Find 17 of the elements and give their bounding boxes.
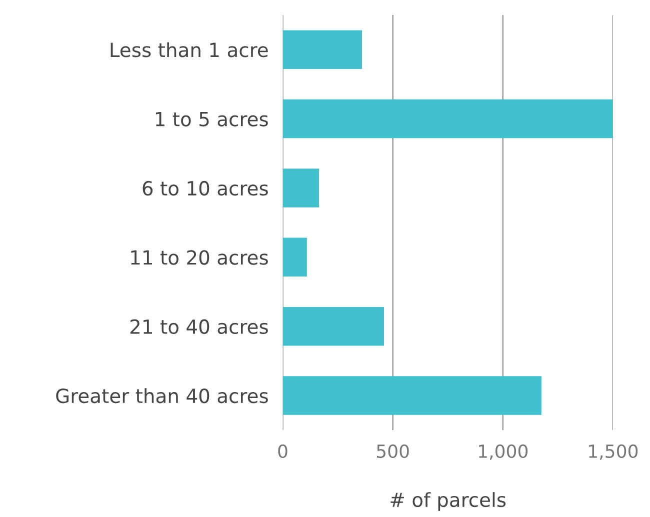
bar [282,306,384,346]
y-tick-label: Greater than 40 acres [56,388,268,404]
y-tick-label: 11 to 20 acres [131,250,268,265]
bar [282,376,542,415]
y-tick-label: Less than 1 acre [110,42,268,58]
x-tick-label: 500 [376,444,409,458]
bar [282,99,613,138]
x-tick-label: 1,500 [589,444,638,460]
bar [282,238,307,277]
x-tick-label: 0 [278,444,288,458]
y-tick-label: 6 to 10 acres [142,180,268,196]
y-tick-label: 21 to 40 acres [130,319,268,334]
x-tick-label: 1,000 [479,444,528,460]
bar [282,168,320,208]
x-axis-title: # of parcels [390,492,506,511]
y-tick-label: 1 to 5 acres [156,112,268,126]
bar [282,30,362,69]
